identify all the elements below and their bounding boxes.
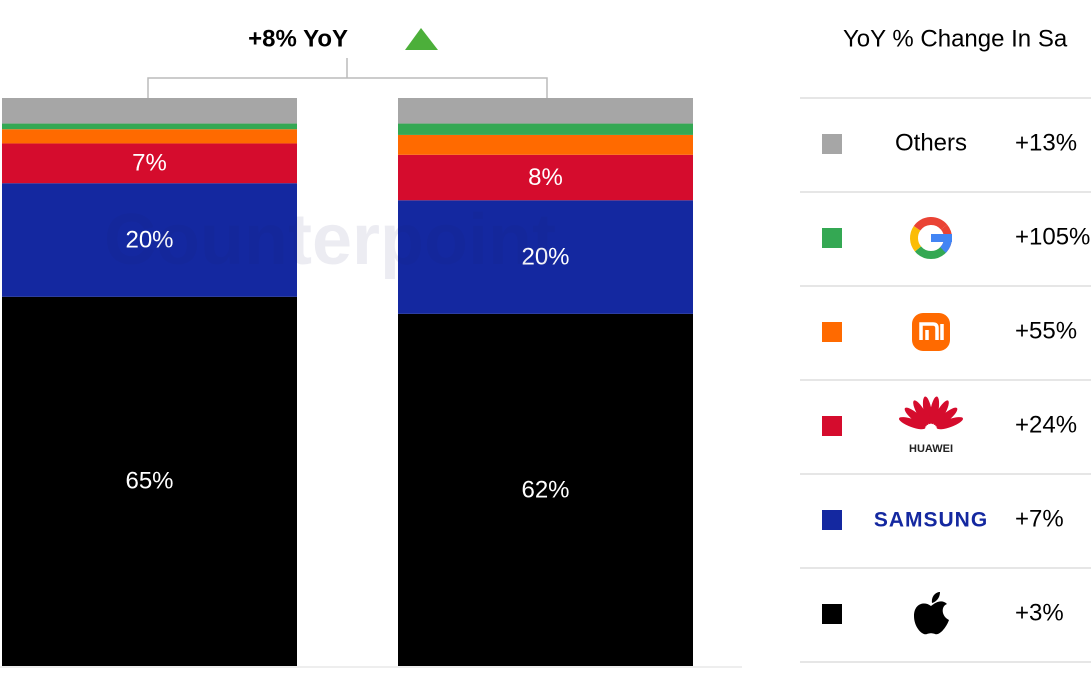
legend-swatch bbox=[822, 604, 842, 624]
apple-logo bbox=[914, 601, 949, 635]
yoy-label: +3% bbox=[1015, 599, 1064, 626]
huawei-petal bbox=[904, 407, 927, 427]
yoy-label: +7% bbox=[1015, 505, 1064, 532]
google-bar bbox=[931, 234, 952, 242]
bar-segment bbox=[2, 129, 297, 144]
legend-name: SAMSUNG bbox=[874, 509, 988, 532]
huawei-petal bbox=[913, 400, 929, 425]
google-arc bbox=[914, 246, 948, 259]
yoy-label: +105% bbox=[1015, 223, 1090, 250]
legend-swatch bbox=[822, 416, 842, 436]
bar-segment bbox=[2, 123, 297, 130]
data-label: 7% bbox=[132, 150, 167, 177]
bar-segment bbox=[2, 296, 297, 666]
bar-segment bbox=[398, 200, 693, 314]
legend-swatch bbox=[822, 510, 842, 530]
up-arrow bbox=[405, 28, 438, 50]
data-label: 20% bbox=[521, 243, 569, 270]
google-arc bbox=[939, 237, 952, 253]
bar-segment bbox=[2, 183, 297, 297]
data-label: 20% bbox=[125, 226, 173, 253]
yoy-label: +55% bbox=[1015, 317, 1077, 344]
huawei-petal bbox=[933, 400, 949, 425]
apple-leaf bbox=[931, 592, 940, 603]
bar-segment bbox=[398, 123, 693, 135]
legend-swatch bbox=[822, 322, 842, 342]
bar-segment bbox=[398, 154, 693, 201]
bar-segment bbox=[2, 98, 297, 124]
legend: Others +13% +105% +55% HUAWEI +24% SAMSUNG +7% +… bbox=[800, 97, 1091, 663]
google-logo bbox=[910, 217, 952, 259]
data-label: 65% bbox=[125, 468, 173, 495]
huawei-petal bbox=[898, 417, 926, 430]
legend-title: YoY % Change In Sa bbox=[843, 25, 1068, 52]
bar-segment bbox=[2, 143, 297, 184]
data-label: 62% bbox=[521, 476, 569, 503]
legend-name: HUAWEI bbox=[909, 443, 953, 455]
google-arc bbox=[910, 225, 922, 252]
xiaomi-logo bbox=[912, 313, 950, 351]
legend-swatch bbox=[822, 228, 842, 248]
watermark: Counterpoint bbox=[104, 200, 556, 280]
huawei-petal bbox=[922, 396, 933, 425]
bars: 65% 20% 7% 62% 20% 8% bbox=[2, 98, 693, 666]
legend-name: Others bbox=[895, 129, 967, 156]
xiaomi-mark bbox=[919, 322, 944, 340]
bar-segment bbox=[398, 98, 693, 124]
huawei-petal bbox=[936, 417, 964, 430]
bar-segment bbox=[398, 313, 693, 666]
legend-swatch bbox=[822, 134, 842, 154]
bracket bbox=[147, 77, 548, 98]
data-label: 8% bbox=[528, 164, 563, 191]
bar-segment bbox=[398, 134, 693, 155]
yoy-label: +24% bbox=[1015, 411, 1077, 438]
huawei-petal bbox=[935, 407, 958, 427]
google-arc bbox=[913, 217, 948, 231]
yoy-annotation: +8% YoY bbox=[248, 25, 348, 52]
yoy-label: +13% bbox=[1015, 129, 1077, 156]
